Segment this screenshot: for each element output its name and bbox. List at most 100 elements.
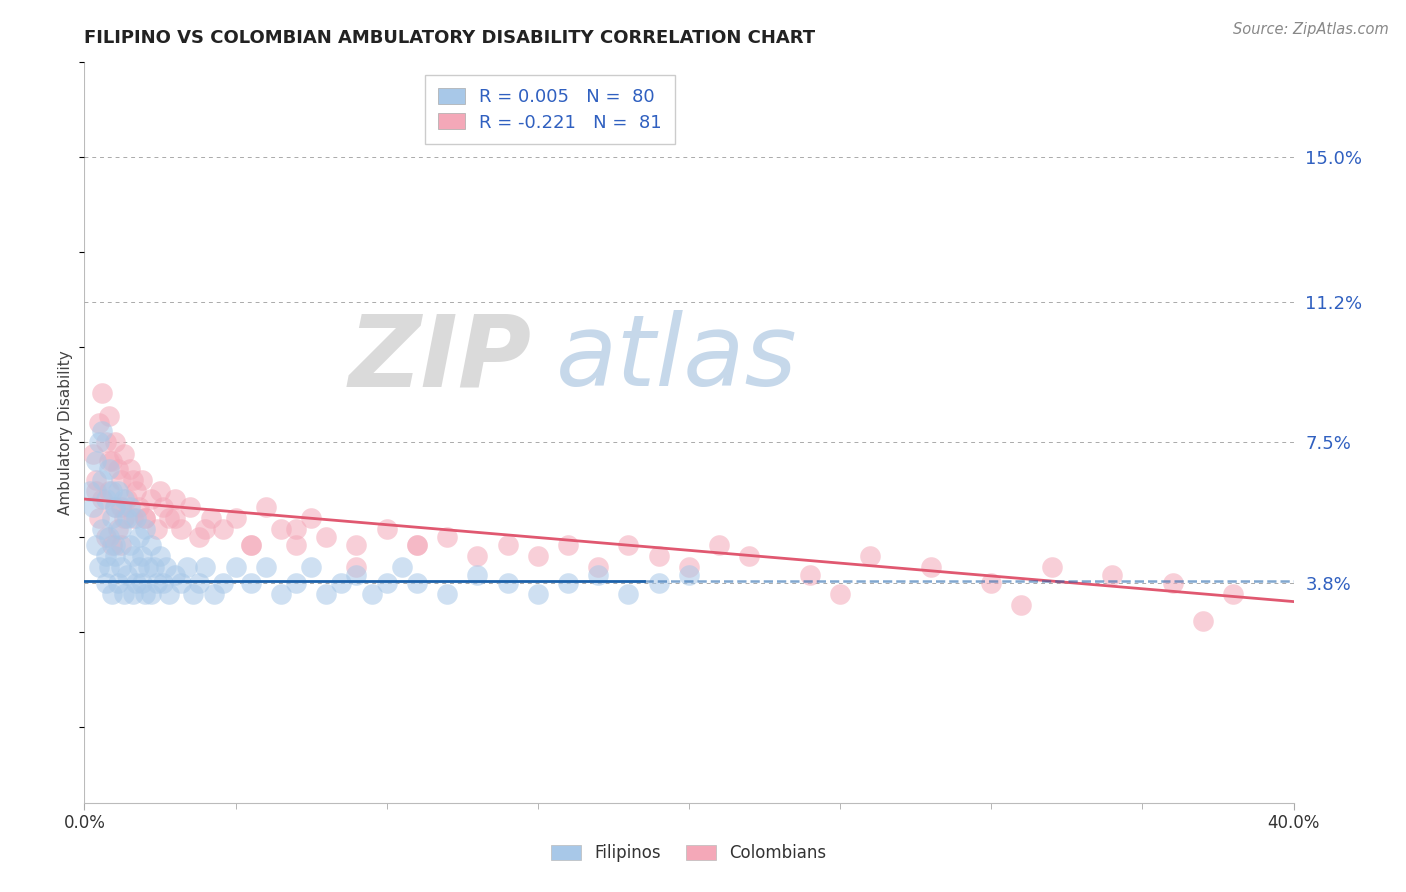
Point [360, 587, 382, 601]
Point [110, 473, 132, 487]
Point [97, 409, 120, 423]
Point [346, 538, 368, 552]
Point [212, 575, 235, 590]
Point [149, 549, 172, 563]
Point [155, 560, 177, 574]
Point [202, 587, 225, 601]
Point [527, 549, 550, 563]
Point [82, 500, 104, 514]
Point [89, 511, 111, 525]
Point [496, 538, 519, 552]
Point [617, 538, 640, 552]
Point [617, 587, 640, 601]
Point [436, 530, 458, 544]
Point [170, 523, 193, 537]
Point [1040, 560, 1063, 574]
Point [86, 484, 108, 499]
Point [375, 575, 398, 590]
Text: Source: ZipAtlas.com: Source: ZipAtlas.com [1233, 22, 1389, 37]
Point [920, 560, 942, 574]
Point [91, 473, 114, 487]
Legend: Filipinos, Colombians: Filipinos, Colombians [544, 838, 834, 869]
Point [315, 587, 337, 601]
Point [118, 461, 141, 475]
Point [254, 560, 277, 574]
Point [94, 575, 117, 590]
Point [104, 435, 127, 450]
Point [104, 549, 127, 563]
Point [239, 575, 262, 590]
Point [115, 491, 138, 506]
Y-axis label: Ambulatory Disability: Ambulatory Disability [58, 351, 73, 515]
Point [91, 385, 114, 400]
Point [118, 500, 141, 514]
Point [100, 511, 122, 525]
Point [315, 530, 337, 544]
Point [115, 568, 138, 582]
Point [181, 587, 204, 601]
Point [134, 523, 156, 537]
Point [176, 560, 198, 574]
Point [285, 575, 308, 590]
Point [194, 523, 217, 537]
Point [107, 523, 129, 537]
Point [131, 575, 153, 590]
Point [588, 560, 610, 574]
Point [1011, 599, 1033, 613]
Point [738, 549, 761, 563]
Text: atlas: atlas [555, 310, 797, 407]
Point [165, 491, 187, 506]
Point [299, 511, 322, 525]
Point [86, 538, 108, 552]
Point [146, 523, 169, 537]
Point [330, 575, 353, 590]
Point [142, 560, 165, 574]
Point [285, 523, 308, 537]
Point [112, 587, 135, 601]
Point [91, 523, 114, 537]
Point [89, 560, 111, 574]
Point [97, 454, 120, 468]
Point [648, 575, 671, 590]
Point [188, 530, 211, 544]
Point [254, 500, 277, 514]
Point [97, 461, 120, 475]
Point [94, 435, 117, 450]
Text: ZIP: ZIP [349, 310, 531, 407]
Point [131, 473, 153, 487]
Point [134, 587, 156, 601]
Point [121, 549, 143, 563]
Point [128, 560, 150, 574]
Point [1161, 575, 1184, 590]
Point [149, 484, 172, 499]
Point [136, 560, 159, 574]
Point [270, 587, 292, 601]
Point [89, 435, 111, 450]
Point [496, 575, 519, 590]
Point [170, 575, 193, 590]
Point [97, 530, 120, 544]
Point [346, 560, 368, 574]
Point [131, 549, 153, 563]
Point [139, 491, 162, 506]
Point [709, 538, 731, 552]
Point [188, 575, 211, 590]
Point [165, 568, 187, 582]
Point [527, 587, 550, 601]
Point [125, 511, 148, 525]
Point [179, 500, 201, 514]
Point [146, 575, 169, 590]
Point [112, 446, 135, 460]
Point [239, 538, 262, 552]
Point [91, 424, 114, 438]
Point [346, 568, 368, 582]
Point [97, 484, 120, 499]
Point [194, 560, 217, 574]
Point [79, 484, 101, 499]
Point [100, 454, 122, 468]
Point [112, 491, 135, 506]
Point [134, 511, 156, 525]
Point [94, 491, 117, 506]
Point [1192, 614, 1215, 628]
Point [100, 484, 122, 499]
